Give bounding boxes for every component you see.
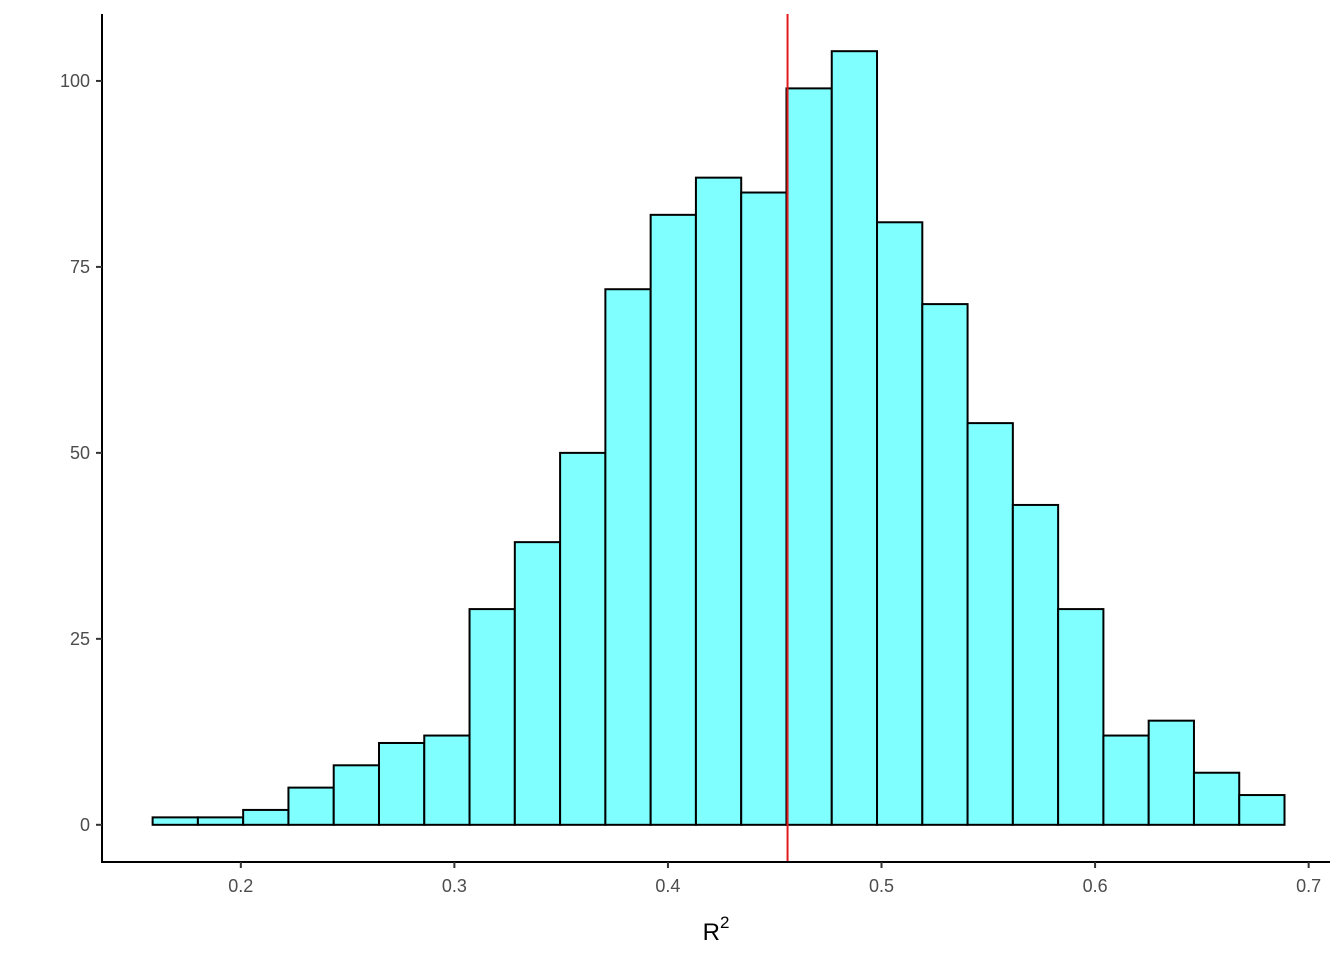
histogram-bar — [966, 422, 1014, 826]
histogram-bar — [559, 451, 607, 826]
x-tick-label: 0.3 — [442, 876, 467, 896]
x-axis-title: R2 — [703, 913, 730, 946]
x-tick-label: 0.7 — [1296, 876, 1321, 896]
histogram-bar — [196, 816, 245, 826]
histogram-bar — [423, 734, 471, 826]
histogram-bar — [1238, 794, 1286, 826]
histogram-bar — [377, 741, 426, 826]
x-tick-label: 0.2 — [228, 876, 253, 896]
histogram-bar — [1102, 734, 1150, 826]
x-axis-ticks: 0.2 0.3 0.4 0.5 0.6 0.7 — [228, 862, 1321, 896]
y-axis-ticks: 0 25 50 75 100 — [60, 71, 102, 835]
x-tick-label: 0.4 — [655, 876, 680, 896]
histogram-bar — [332, 764, 380, 826]
x-axis-title-base: R — [703, 919, 720, 946]
histogram-bar — [1147, 719, 1195, 826]
histogram-bar — [649, 213, 697, 826]
y-tick-label: 25 — [70, 629, 90, 649]
histogram-bars — [151, 50, 1286, 826]
histogram-bar — [468, 608, 516, 826]
x-axis-title-superscript: 2 — [720, 913, 729, 932]
histogram-bar — [1011, 503, 1060, 826]
histogram-bar — [694, 176, 743, 826]
y-tick-label: 75 — [70, 257, 90, 277]
axes — [101, 14, 1330, 863]
y-tick-label: 50 — [70, 443, 90, 463]
histogram-bar — [876, 221, 924, 826]
histogram-bar — [1192, 771, 1241, 826]
y-tick-label: 0 — [80, 815, 90, 835]
histogram-bar — [287, 786, 335, 826]
histogram-bar — [785, 87, 833, 826]
histogram-bar — [921, 303, 969, 826]
histogram-bar — [604, 288, 652, 826]
x-tick-label: 0.6 — [1083, 876, 1108, 896]
histogram-bar — [1057, 608, 1105, 826]
histogram-bar — [740, 191, 788, 826]
histogram-bar — [830, 50, 879, 826]
y-tick-label: 100 — [60, 71, 90, 91]
histogram-bar — [513, 541, 562, 826]
histogram-bar — [151, 816, 199, 826]
histogram-bar — [242, 808, 290, 826]
x-tick-label: 0.5 — [869, 876, 894, 896]
